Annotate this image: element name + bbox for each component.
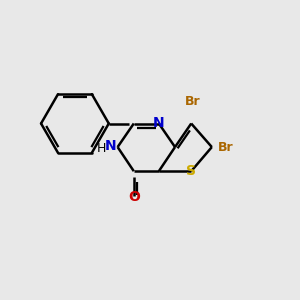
Text: N: N <box>153 116 165 130</box>
Text: H: H <box>97 142 106 155</box>
Text: Br: Br <box>218 141 233 154</box>
Text: O: O <box>128 190 140 204</box>
Text: N: N <box>104 139 116 153</box>
Text: Br: Br <box>185 95 200 108</box>
Text: S: S <box>186 164 196 178</box>
